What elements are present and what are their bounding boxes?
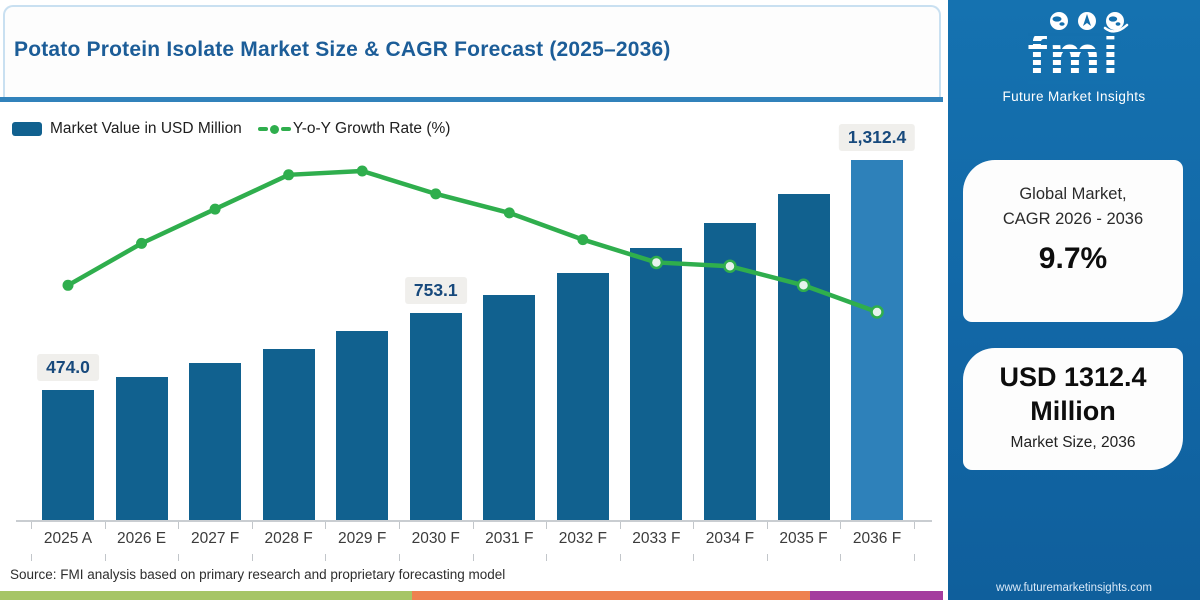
x-axis-label: 2027 F	[190, 530, 240, 547]
line-marker-icon	[136, 237, 148, 249]
line-marker-icon	[356, 165, 368, 177]
market-size-card: USD 1312.4 Million Market Size, 2036	[963, 348, 1183, 470]
bar-series-swatch-icon	[12, 122, 42, 136]
x-axis-tick	[693, 554, 695, 561]
x-axis-tick	[472, 554, 474, 561]
x-axis-label: 2036 F	[852, 530, 902, 547]
x-axis-tick	[546, 522, 548, 529]
x-axis-tick	[104, 522, 106, 529]
x-axis-tick	[398, 522, 400, 529]
x-axis-label: 2035 F	[779, 530, 828, 547]
bar-value-label: 753.1	[404, 277, 467, 305]
bar-2025-A	[42, 389, 94, 520]
x-axis-tick	[840, 554, 842, 561]
x-axis-label: 2034 F	[705, 530, 755, 547]
cagr-value: 9.7%	[1038, 241, 1108, 275]
x-axis-tick	[546, 554, 548, 561]
website-link[interactable]: www.futuremarketinsights.com	[996, 582, 1152, 594]
cagr-card: Global Market, CAGR 2026 - 2036 9.7%	[963, 160, 1183, 322]
bar-2026-E	[115, 377, 168, 520]
x-axis-tick	[693, 522, 695, 529]
x-axis-label: 2029 F	[338, 530, 387, 547]
market-size-value-line2: Million	[1030, 395, 1116, 426]
x-axis-label: 2028 F	[264, 530, 313, 547]
fmi-logo-text: fmi	[1027, 24, 1121, 89]
line-marker-icon	[283, 169, 295, 181]
line-series-marker-icon	[257, 124, 291, 134]
x-axis-tick	[619, 522, 621, 529]
bar-value-label: 474.0	[37, 353, 99, 381]
line-marker-icon	[503, 207, 515, 219]
x-axis-tick	[31, 554, 33, 561]
x-axis-tick	[325, 522, 327, 529]
bar-2030-F	[409, 313, 462, 520]
bar-2031-F	[483, 294, 536, 520]
bar-value-label: 1,312.4	[838, 124, 916, 151]
source-note: Source: FMI analysis based on primary re…	[10, 567, 506, 582]
line-marker-icon	[209, 203, 221, 215]
bar-2029-F	[336, 331, 389, 520]
bar-2027-F	[189, 363, 242, 520]
x-axis-tick	[325, 554, 327, 561]
footer-stripe-green	[0, 591, 412, 600]
line-marker-icon	[62, 279, 74, 291]
x-axis-label: 2033 F	[632, 530, 681, 547]
x-axis-tick	[913, 522, 915, 529]
brand-sidebar: fmi Future Market Insights Global Market…	[948, 0, 1200, 600]
cagr-card-line1: Global Market,	[1019, 185, 1127, 203]
bar-2028-F	[262, 349, 315, 520]
bar-2036-F	[851, 160, 904, 520]
x-axis-label: 2032 F	[558, 530, 607, 547]
combo-chart: 2025 A 2026 E 2027 F 2028 F 2029 F 2030 F 2031…	[0, 101, 943, 561]
footer-stripe-orange	[412, 591, 810, 600]
line-series-label: Y-o-Y Growth Rate (%)	[292, 120, 451, 137]
x-axis-label: 2030 F	[411, 530, 460, 547]
bar-2035-F	[777, 194, 830, 520]
x-axis-tick	[398, 554, 400, 561]
fmi-logo: fmi Future Market Insights	[948, 10, 1200, 104]
x-axis-tick	[104, 554, 106, 561]
chart-legend: Market Value in USD Million Y-o-Y Growth…	[12, 120, 450, 138]
bar-2032-F	[556, 272, 609, 520]
x-axis-tick	[178, 522, 180, 529]
x-axis-tick	[472, 522, 474, 529]
x-axis-tick	[913, 554, 915, 561]
x-axis-label: 2026 E	[116, 530, 167, 547]
x-axis-tick	[766, 522, 768, 529]
x-axis-tick	[840, 522, 842, 529]
fmi-logo-subtext: Future Market Insights	[1002, 89, 1146, 104]
bar-2033-F	[630, 248, 683, 520]
cagr-card-line2: CAGR 2026 - 2036	[1002, 209, 1144, 228]
header	[3, 5, 941, 99]
x-axis-label: 2025 A	[43, 530, 93, 547]
bar-series-label: Market Value in USD Million	[50, 120, 242, 137]
x-axis-tick	[251, 554, 253, 561]
x-axis-line	[16, 520, 932, 522]
x-axis-label: 2031 F	[485, 530, 534, 547]
line-marker-icon	[430, 188, 442, 200]
x-axis-tick	[178, 554, 180, 561]
footer-stripe-purple	[810, 591, 943, 600]
x-axis-tick	[766, 554, 768, 561]
line-marker-icon	[577, 234, 589, 246]
x-axis-tick	[251, 522, 253, 529]
bar-2034-F	[703, 222, 756, 520]
x-axis-tick	[619, 554, 621, 561]
market-size-caption: Market Size, 2036	[1010, 433, 1136, 451]
x-axis-tick	[31, 522, 33, 529]
market-size-value-line1: USD 1312.4	[999, 362, 1147, 392]
header-divider	[0, 97, 943, 102]
page-title: Potato Protein Isolate Market Size & CAG…	[14, 38, 671, 61]
